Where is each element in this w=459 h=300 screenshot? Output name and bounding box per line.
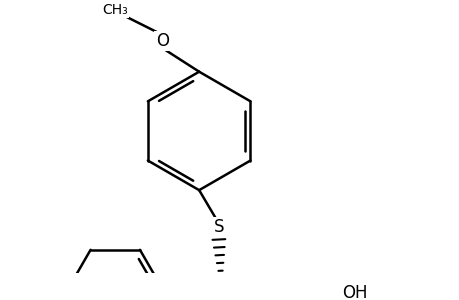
Text: OH: OH	[341, 284, 367, 300]
Text: S: S	[213, 218, 224, 236]
Polygon shape	[272, 292, 283, 300]
Text: CH₃: CH₃	[102, 3, 128, 17]
Text: O: O	[155, 32, 168, 50]
